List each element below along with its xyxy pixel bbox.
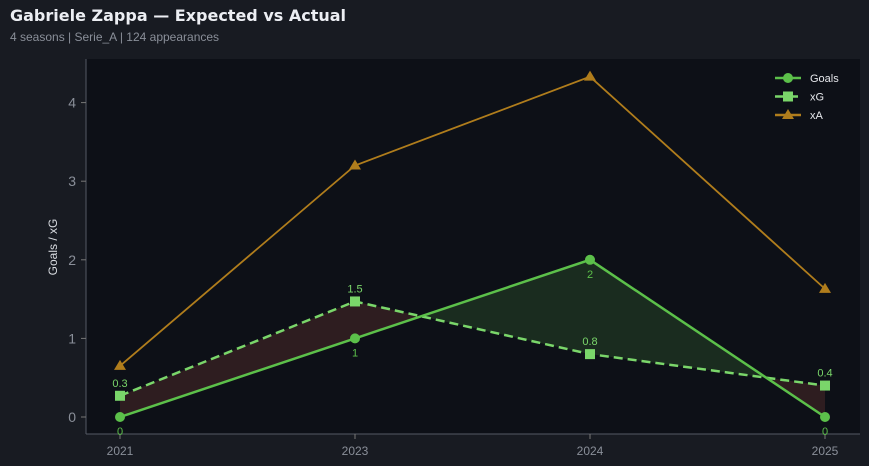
- legend-marker-xg: [783, 91, 793, 102]
- y-tick-label: 0: [68, 409, 76, 425]
- difference-fill: [421, 259, 590, 355]
- chart-subtitle: 4 seasons | Serie_A | 124 appearances: [10, 30, 220, 44]
- x-tick-label: 2024: [577, 444, 604, 458]
- xg-point: [350, 296, 360, 307]
- legend-marker-goals: [783, 73, 793, 83]
- y-tick-label: 1: [68, 330, 76, 346]
- x-tick-label: 2025: [812, 444, 839, 458]
- x-tick-label: 2021: [107, 444, 134, 458]
- xa-point: [819, 282, 831, 293]
- xg-point: [585, 349, 595, 360]
- y-tick-label: 2: [68, 252, 76, 268]
- y-tick-label: 4: [68, 95, 76, 111]
- goals-point: [585, 254, 595, 265]
- xg-data-label: 0.8: [582, 336, 597, 348]
- goals-line: [119, 258, 826, 419]
- xg-data-label: 1.5: [347, 283, 362, 295]
- xa-line: [119, 75, 826, 367]
- xa-point: [349, 159, 361, 170]
- legend-label-goals: Goals: [810, 73, 839, 85]
- goals-data-label: 2: [587, 269, 593, 281]
- difference-fill: [120, 301, 355, 417]
- xa-point: [114, 359, 126, 370]
- chart-title: Gabriele Zappa — Expected vs Actual: [10, 6, 347, 25]
- x-tick-label: 2023: [342, 444, 369, 458]
- goals-point: [115, 412, 125, 422]
- legend-label-xa: xA: [810, 110, 824, 122]
- goals-data-label: 1: [352, 347, 358, 359]
- goals-data-label: 0: [117, 426, 123, 438]
- xg-data-label: 0.4: [817, 368, 832, 380]
- y-tick-label: 3: [68, 173, 76, 189]
- legend-marker-xa: [782, 109, 794, 119]
- legend-label-xg: xG: [810, 92, 824, 104]
- xg-data-label: 0.3: [112, 378, 127, 390]
- xg-point: [115, 390, 125, 401]
- xa-point: [584, 70, 596, 81]
- difference-fill: [355, 301, 422, 339]
- xg-line: [119, 300, 826, 397]
- y-axis-label: Goals / xG: [46, 219, 60, 276]
- goals-data-label: 0: [822, 426, 828, 438]
- goals-point: [350, 333, 360, 344]
- goals-point: [820, 412, 830, 422]
- xg-point: [820, 380, 830, 391]
